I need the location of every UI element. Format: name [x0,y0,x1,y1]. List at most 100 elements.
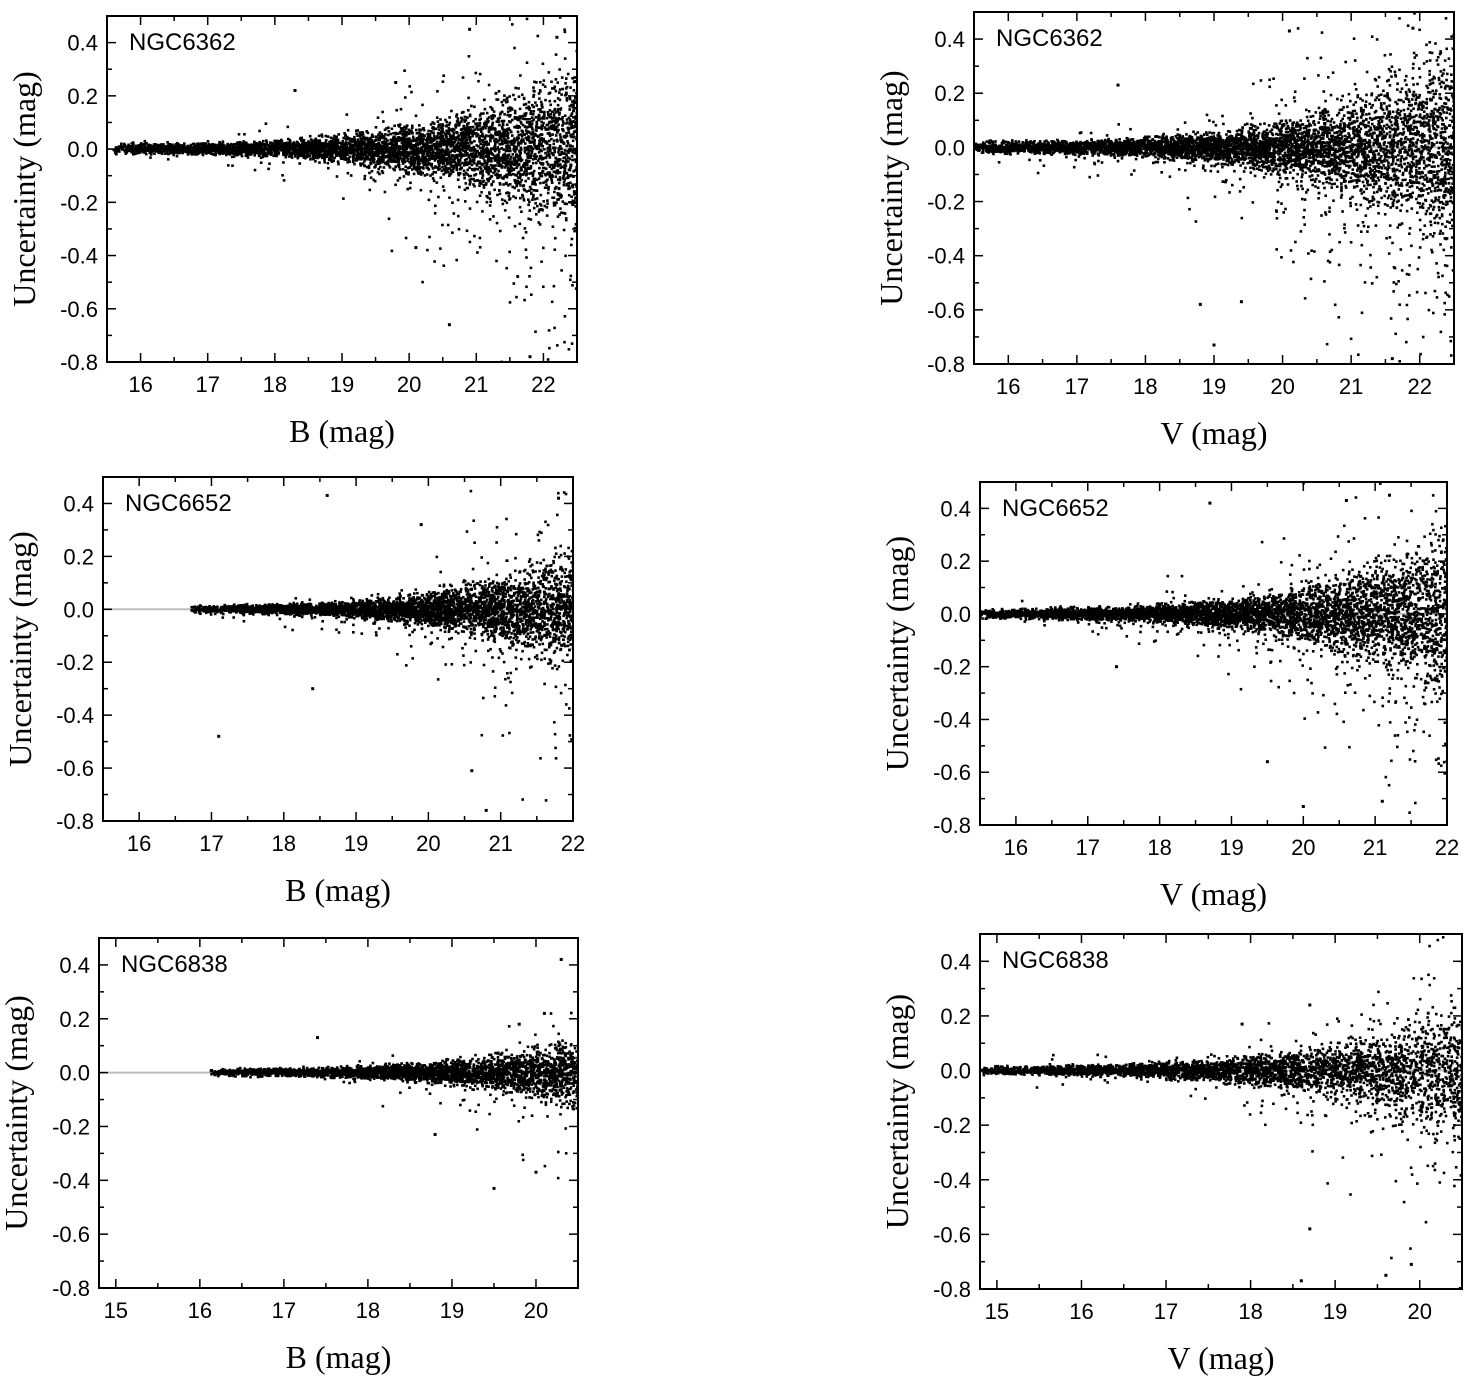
data-point [464,182,468,185]
data-point [206,140,210,143]
data-point [411,168,414,171]
data-point [551,117,555,120]
data-point [569,144,572,147]
data-point [392,135,395,139]
data-point [411,124,414,128]
data-point [431,177,435,180]
data-point [439,161,443,165]
data-point [472,129,475,133]
data-point [477,79,480,83]
data-point [120,142,123,146]
data-point [402,135,406,138]
data-point [546,163,550,166]
data-point [128,147,132,150]
data-point [463,176,466,180]
data-point [551,174,554,178]
data-point [527,198,530,201]
data-point [489,105,492,109]
data-point [282,149,285,152]
data-point [272,142,275,145]
data-point [511,163,514,166]
data-point [345,113,349,116]
data-point [323,161,326,164]
data-point [571,151,574,154]
data-point [353,135,356,139]
data-point [166,141,169,144]
data-point [448,174,451,178]
data-point [546,150,550,153]
data-point [352,150,356,154]
data-point [399,154,403,157]
data-point [515,162,519,165]
data-point [546,110,550,114]
data-point [366,156,370,160]
data-point [382,153,385,156]
data-point [192,142,195,146]
data-point [497,118,500,122]
data-point [276,151,279,154]
data-point [346,171,350,175]
data-point [563,164,566,167]
data-point [506,113,509,117]
data-point [395,160,398,164]
data-point [394,165,397,168]
data-point [296,142,299,146]
data-point [561,151,565,155]
data-point [523,298,526,302]
data-point [456,117,460,120]
data-point [442,143,446,147]
data-point [121,148,124,151]
data-point [510,130,513,134]
data-point [397,165,401,169]
data-point [554,160,557,164]
data-point [531,119,534,123]
data-point [553,128,556,131]
data-point [457,124,461,127]
data-point [387,126,390,129]
data-point [488,192,491,196]
data-point [395,139,398,143]
data-point [267,148,271,152]
data-point [152,143,156,146]
data-point [565,158,568,161]
data-point [356,134,359,137]
data-point [544,128,548,131]
data-point [520,168,523,172]
data-point [359,164,363,167]
data-point [367,166,371,170]
data-point [548,114,551,118]
data-point [388,146,392,150]
data-point [343,158,346,161]
data-point [501,202,505,206]
data-point [178,149,181,153]
data-point [348,142,352,146]
data-point [393,139,397,143]
data-point [529,266,533,270]
data-point [125,147,129,150]
data-point [546,202,549,205]
data-point [545,183,548,186]
data-point [521,173,524,176]
data-point [368,150,371,154]
data-point [493,170,497,173]
data-point [140,144,144,148]
data-point [176,150,179,153]
data-point [415,136,419,140]
data-point [343,143,347,146]
data-point [443,140,446,144]
data-point [334,142,338,145]
data-point [426,132,429,136]
data-point [542,285,545,289]
data-point [534,134,537,137]
data-point [490,128,493,131]
data-point [422,137,426,141]
data-point [401,162,405,165]
data-point [531,195,535,199]
data-point [466,186,469,190]
data-point [466,116,469,119]
data-point [449,172,453,175]
data-point [563,28,566,31]
data-point [562,228,566,232]
data-point [360,133,363,137]
data-point [416,138,419,141]
